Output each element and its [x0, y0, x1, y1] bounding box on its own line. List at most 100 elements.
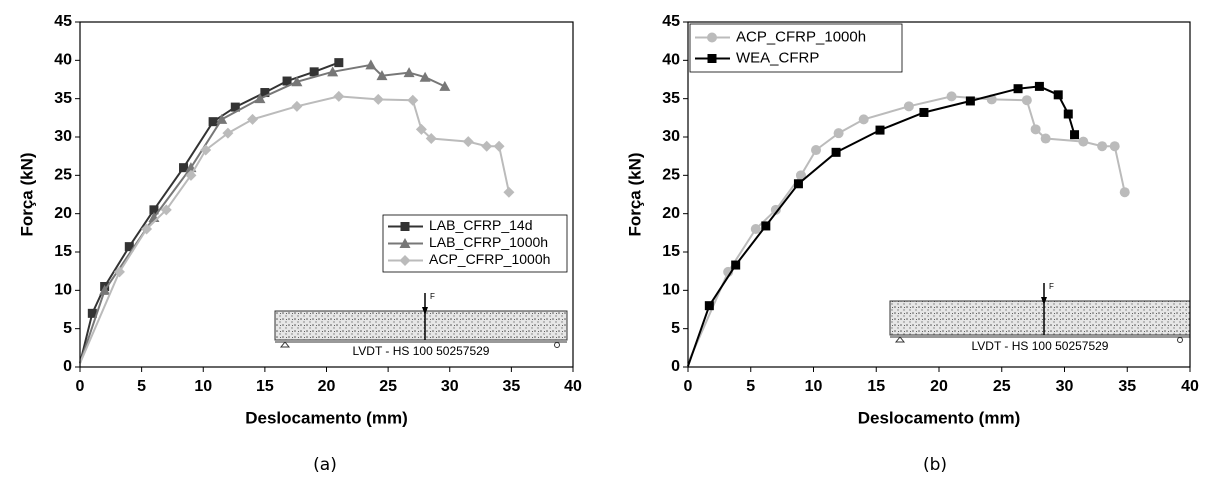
marker: [247, 113, 259, 125]
marker: [481, 140, 493, 152]
force-label: F: [1049, 282, 1054, 291]
y-tick-label: 15: [54, 243, 72, 260]
marker: [327, 66, 339, 77]
y-tick-label: 25: [662, 167, 680, 184]
y-tick-label: 0: [63, 358, 72, 375]
marker: [407, 94, 419, 106]
marker: [946, 91, 957, 102]
marker: [750, 224, 761, 234]
y-axis-title: Força (kN): [625, 152, 644, 236]
marker: [858, 114, 869, 125]
x-axis-title: Deslocamento (mm): [245, 408, 407, 427]
marker: [400, 222, 410, 231]
x-tick-label: 25: [993, 378, 1011, 395]
x-tick-label: 15: [867, 378, 885, 395]
marker: [185, 169, 197, 181]
marker: [903, 101, 914, 112]
marker: [439, 80, 451, 91]
marker: [141, 223, 153, 235]
x-tick-label: 35: [1118, 378, 1136, 395]
beam-diagram: [889, 300, 1191, 336]
marker: [731, 260, 741, 270]
arrow-head: [1041, 297, 1047, 305]
arrow-head: [422, 307, 428, 315]
marker: [707, 32, 717, 43]
marker: [291, 76, 303, 87]
marker: [1053, 90, 1063, 100]
marker: [1070, 130, 1080, 140]
marker: [99, 284, 111, 295]
marker: [291, 100, 303, 112]
marker: [503, 186, 515, 198]
y-tick-label: 40: [662, 52, 680, 69]
marker: [419, 71, 431, 82]
marker: [403, 67, 415, 78]
support: [554, 342, 560, 348]
x-tick-label: 35: [502, 378, 520, 395]
y-tick-label: 45: [662, 13, 680, 30]
marker: [179, 163, 189, 173]
marker: [372, 93, 384, 105]
x-tick-label: 15: [256, 378, 274, 395]
x-axis-title: Deslocamento (mm): [858, 408, 1020, 427]
marker: [770, 204, 781, 215]
y-tick-label: 15: [662, 243, 680, 260]
marker: [1034, 81, 1044, 91]
marker: [160, 204, 172, 216]
y-tick-label: 5: [671, 320, 680, 337]
marker: [149, 205, 159, 215]
marker: [425, 133, 437, 145]
y-tick-label: 20: [54, 205, 72, 222]
marker: [333, 90, 345, 102]
marker: [1097, 141, 1108, 152]
marker: [124, 242, 134, 252]
marker: [208, 117, 218, 127]
marker: [493, 140, 505, 152]
marker: [795, 170, 806, 181]
x-tick-label: 40: [1181, 378, 1199, 395]
marker: [1109, 141, 1120, 152]
marker: [1078, 136, 1089, 147]
y-tick-label: 5: [63, 320, 72, 337]
marker: [462, 136, 474, 148]
caption: (b): [923, 455, 947, 475]
marker: [833, 128, 844, 139]
y-tick-label: 25: [54, 167, 72, 184]
y-tick-label: 0: [671, 358, 680, 375]
y-tick-label: 30: [54, 128, 72, 145]
marker: [811, 145, 822, 156]
legend-label: LAB_CFRP_1000h: [429, 234, 548, 250]
marker: [376, 70, 388, 81]
marker: [282, 76, 292, 86]
x-tick-label: 5: [746, 378, 755, 395]
marker: [919, 107, 929, 117]
diagram-label: LVDT - HS 100 50257529: [972, 339, 1109, 353]
legend-label: ACP_CFRP_1000h: [736, 28, 866, 45]
marker: [216, 113, 228, 124]
marker: [334, 58, 344, 68]
marker: [399, 238, 411, 248]
diagram-label: LVDT - HS 100 50257529: [353, 344, 490, 358]
x-tick-label: 20: [318, 378, 336, 395]
marker: [1040, 133, 1051, 144]
support: [1177, 337, 1183, 343]
legend-label: LAB_CFRP_14d: [429, 217, 533, 233]
marker: [1021, 95, 1032, 106]
marker: [831, 147, 841, 157]
marker: [254, 93, 266, 104]
beam-diagram: [274, 310, 568, 341]
force-label: F: [430, 292, 435, 301]
legend-label: ACP_CFRP_1000h: [429, 251, 550, 267]
y-axis-title: Força (kN): [17, 152, 36, 236]
y-tick-label: 35: [54, 90, 72, 107]
legend-label: WEA_CFRP: [736, 49, 819, 66]
marker: [365, 59, 377, 70]
marker: [200, 144, 212, 156]
y-tick-label: 45: [54, 13, 72, 30]
marker: [230, 102, 240, 112]
y-tick-label: 10: [662, 282, 680, 299]
marker: [707, 54, 717, 63]
marker: [875, 125, 885, 135]
x-tick-label: 20: [930, 378, 948, 395]
x-tick-label: 10: [805, 378, 823, 395]
